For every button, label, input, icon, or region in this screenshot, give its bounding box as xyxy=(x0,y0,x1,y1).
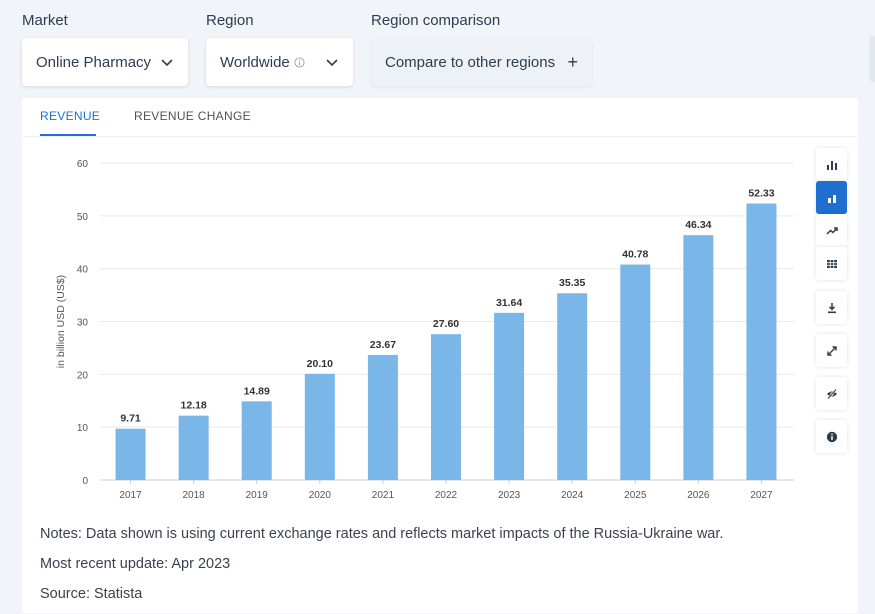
data-label: 31.64 xyxy=(496,297,522,309)
bar xyxy=(620,264,651,480)
chart-tabs: REVENUE REVENUE CHANGE xyxy=(22,98,858,137)
info-button[interactable] xyxy=(816,420,847,453)
tab-revenue-change[interactable]: REVENUE CHANGE xyxy=(134,109,251,123)
region-comparison-filter: Region comparison Compare to other regio… xyxy=(371,12,592,86)
bar xyxy=(683,235,714,480)
data-label: 46.34 xyxy=(685,219,711,231)
tab-revenue[interactable]: REVENUE xyxy=(40,109,100,136)
market-filter: Market Online Pharmacy xyxy=(22,12,188,86)
source-text: Source: Statista xyxy=(40,586,143,602)
y-tick-label: 40 xyxy=(77,265,89,276)
x-tick-label: 2025 xyxy=(624,490,647,501)
plus-icon: + xyxy=(567,51,578,72)
y-tick-label: 10 xyxy=(77,423,89,434)
bar-chart-icon xyxy=(826,160,837,170)
revenue-bar-chart: 0 10 20 30 40 50 60 in billion USD (US$) 9.71 201… xyxy=(55,159,794,501)
x-tick-label: 2024 xyxy=(561,490,584,501)
panel-edge xyxy=(869,36,875,82)
x-tick-label: 2021 xyxy=(372,490,395,501)
data-label: 12.18 xyxy=(180,400,206,412)
table-grid-icon xyxy=(826,259,837,268)
data-label: 20.10 xyxy=(307,358,333,370)
info-icon xyxy=(826,431,837,442)
bar xyxy=(241,401,272,480)
x-tick-label: 2019 xyxy=(246,490,269,501)
bar xyxy=(304,373,335,480)
stacked-bar-icon xyxy=(827,194,836,203)
download-button[interactable] xyxy=(816,291,847,324)
compare-regions-value: Compare to other regions xyxy=(385,53,556,71)
hide-icon xyxy=(826,388,837,399)
chart-notes: Notes: Data shown is using current excha… xyxy=(40,524,723,614)
bar xyxy=(178,415,209,480)
bar xyxy=(746,203,777,480)
region-filter: Region Worldwide xyxy=(206,12,353,86)
x-tick-label: 2017 xyxy=(119,490,142,501)
download-icon xyxy=(827,302,836,313)
chevron-down-icon xyxy=(161,59,173,67)
x-tick-label: 2027 xyxy=(750,490,773,501)
x-tick-label: 2023 xyxy=(498,490,521,501)
region-comparison-label: Region comparison xyxy=(371,12,501,29)
trend-line-button[interactable] xyxy=(816,214,847,247)
expand-icon xyxy=(826,345,837,356)
data-label: 14.89 xyxy=(244,385,270,397)
bar xyxy=(557,293,588,480)
update-text: Most recent update: Apr 2023 xyxy=(40,556,231,572)
data-label: 35.35 xyxy=(559,277,585,289)
y-tick-label: 30 xyxy=(77,318,89,329)
table-grid-button[interactable] xyxy=(816,247,847,280)
note-text: Notes: Data shown is using current excha… xyxy=(40,526,724,542)
region-label: Region xyxy=(206,12,254,29)
y-tick-label: 0 xyxy=(82,476,88,487)
x-tick-label: 2018 xyxy=(183,490,206,501)
y-tick-label: 50 xyxy=(77,212,89,223)
filter-bar: Market Online Pharmacy Region Worldwide … xyxy=(0,0,875,98)
x-tick-label: 2020 xyxy=(309,490,332,501)
y-tick-label: 20 xyxy=(77,370,89,381)
data-label: 52.33 xyxy=(748,188,774,200)
trend-line-icon xyxy=(825,226,838,235)
market-value: Online Pharmacy xyxy=(36,53,152,71)
region-value: Worldwide xyxy=(220,53,290,71)
chevron-down-icon xyxy=(326,59,338,67)
bar xyxy=(431,334,461,480)
x-tick-label: 2022 xyxy=(435,490,458,501)
y-axis-label: in billion USD (US$) xyxy=(55,275,67,368)
hide-button[interactable] xyxy=(816,377,847,410)
info-circle-icon xyxy=(294,56,305,68)
data-label: 40.78 xyxy=(622,249,648,261)
region-dropdown[interactable]: Worldwide xyxy=(206,38,353,86)
data-label: 23.67 xyxy=(370,339,396,351)
stacked-bar-button[interactable] xyxy=(816,181,847,214)
data-label: 27.60 xyxy=(433,318,459,330)
bar xyxy=(115,428,146,480)
y-tick-label: 60 xyxy=(77,159,89,170)
right-edge xyxy=(868,98,875,613)
fullscreen-button[interactable] xyxy=(816,334,847,367)
bar-chart-button[interactable] xyxy=(816,148,847,181)
data-label: 9.71 xyxy=(120,413,141,425)
bar xyxy=(367,354,398,480)
bar xyxy=(494,312,525,480)
x-tick-label: 2026 xyxy=(687,490,710,501)
market-label: Market xyxy=(22,12,68,29)
market-dropdown[interactable]: Online Pharmacy xyxy=(22,38,188,86)
chart-card: REVENUE REVENUE CHANGE 0 10 20 30 40 50 60 in b… xyxy=(22,98,858,613)
compare-regions-button[interactable]: Compare to other regions + xyxy=(371,38,592,86)
